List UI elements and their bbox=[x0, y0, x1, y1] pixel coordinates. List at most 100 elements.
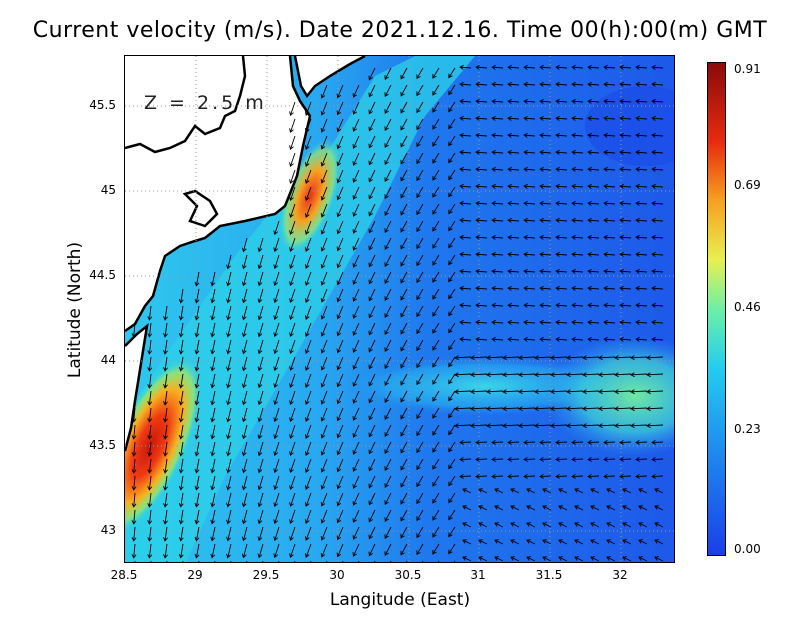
velocity-arrow bbox=[646, 423, 664, 429]
velocity-arrow bbox=[416, 373, 424, 386]
velocity-arrow bbox=[448, 152, 456, 164]
velocity-arrow bbox=[550, 355, 568, 361]
velocity-arrow bbox=[539, 336, 552, 342]
velocity-arrow bbox=[320, 305, 328, 320]
velocity-arrow bbox=[574, 522, 584, 528]
velocity-arrow bbox=[400, 390, 408, 403]
velocity-arrow bbox=[598, 423, 616, 429]
velocity-arrow bbox=[304, 220, 312, 235]
velocity-arrow bbox=[486, 372, 504, 378]
velocity-arrow bbox=[486, 423, 504, 429]
x-tick: 31.5 bbox=[535, 568, 563, 582]
velocity-arrow bbox=[320, 458, 328, 473]
velocity-arrow bbox=[587, 319, 600, 325]
velocity-arrow bbox=[416, 305, 424, 318]
velocity-arrow bbox=[416, 169, 424, 182]
velocity-arrow bbox=[432, 288, 440, 300]
velocity-arrow bbox=[289, 101, 296, 117]
hotspot-north bbox=[279, 139, 341, 253]
velocity-arrow bbox=[491, 302, 504, 308]
velocity-arrow bbox=[194, 509, 200, 525]
velocity-arrow bbox=[194, 271, 200, 287]
velocity-arrow bbox=[163, 305, 168, 321]
velocity-arrow bbox=[210, 305, 216, 321]
velocity-arrow bbox=[226, 288, 232, 304]
velocity-arrow bbox=[352, 475, 360, 489]
velocity-arrow bbox=[320, 407, 328, 422]
velocity-arrow bbox=[526, 488, 536, 494]
velocity-arrow bbox=[178, 339, 184, 355]
velocity-arrow bbox=[336, 373, 344, 388]
velocity-arrow bbox=[320, 118, 328, 133]
velocity-arrow bbox=[178, 373, 184, 389]
velocity-arrow bbox=[651, 115, 664, 121]
velocity-arrow bbox=[400, 220, 408, 233]
velocity-arrow bbox=[555, 149, 568, 155]
velocity-arrow bbox=[459, 302, 472, 308]
colorbar-tick: 0.00 bbox=[734, 542, 761, 556]
velocity-arrow bbox=[448, 322, 456, 334]
velocity-arrow bbox=[336, 390, 344, 405]
velocity-arrow bbox=[352, 220, 360, 234]
velocity-arrow bbox=[539, 98, 552, 104]
velocity-arrow bbox=[289, 373, 296, 389]
velocity-arrow bbox=[336, 84, 344, 99]
velocity-arrow bbox=[273, 441, 280, 457]
velocity-arrow bbox=[257, 390, 264, 406]
velocity-arrow bbox=[336, 339, 344, 354]
velocity-arrow bbox=[526, 505, 536, 511]
velocity-arrow bbox=[352, 118, 360, 132]
velocity-arrow bbox=[320, 152, 328, 167]
velocity-arrow bbox=[550, 372, 568, 378]
velocity-arrow bbox=[558, 556, 568, 562]
velocity-arrow bbox=[459, 98, 472, 104]
velocity-arrow bbox=[571, 149, 584, 155]
velocity-arrow bbox=[571, 456, 584, 462]
velocity-arrow bbox=[352, 186, 360, 200]
velocity-arrow bbox=[273, 356, 280, 372]
velocity-arrow bbox=[619, 302, 632, 308]
velocity-arrow bbox=[470, 423, 488, 429]
velocity-arrow bbox=[635, 115, 648, 121]
velocity-arrow bbox=[598, 389, 616, 395]
velocity-arrow bbox=[523, 302, 536, 308]
velocity-arrow bbox=[210, 526, 216, 542]
velocity-arrow bbox=[241, 543, 248, 559]
velocity-arrow bbox=[384, 254, 392, 268]
velocity-arrow bbox=[257, 407, 264, 423]
velocity-arrow bbox=[131, 407, 137, 423]
velocity-arrow bbox=[368, 101, 376, 115]
velocity-arrow bbox=[320, 356, 328, 371]
velocity-arrow bbox=[622, 522, 632, 528]
velocity-arrow bbox=[523, 200, 536, 206]
velocity-arrow bbox=[384, 271, 392, 285]
velocity-arrow bbox=[491, 473, 504, 479]
velocity-arrow bbox=[289, 543, 296, 559]
velocity-arrow bbox=[210, 288, 216, 304]
velocity-arrow bbox=[622, 556, 632, 562]
velocity-arrow bbox=[635, 98, 648, 104]
velocity-arrow bbox=[147, 492, 153, 508]
velocity-arrow bbox=[194, 288, 200, 304]
velocity-arrow bbox=[651, 183, 664, 189]
velocity-arrow bbox=[320, 373, 328, 388]
velocity-arrow bbox=[416, 322, 424, 335]
velocity-arrow bbox=[352, 84, 360, 98]
velocity-arrow bbox=[400, 475, 408, 488]
velocity-arrow bbox=[241, 390, 248, 406]
velocity-arrow bbox=[368, 458, 376, 472]
velocity-arrow bbox=[475, 319, 488, 325]
velocity-arrow bbox=[320, 169, 328, 184]
velocity-arrow bbox=[614, 389, 632, 395]
velocity-arrow bbox=[478, 488, 488, 494]
velocity-arrow bbox=[635, 336, 648, 342]
velocity-arrow bbox=[619, 149, 632, 155]
velocity-arrow bbox=[491, 200, 504, 206]
colorbar-tick: 0.23 bbox=[734, 422, 761, 436]
velocity-arrow bbox=[241, 475, 248, 491]
velocity-arrow bbox=[241, 322, 248, 338]
velocity-arrow bbox=[550, 389, 568, 395]
velocity-arrow bbox=[432, 441, 440, 453]
velocity-arrow bbox=[507, 98, 520, 104]
velocity-arrow bbox=[368, 118, 376, 132]
